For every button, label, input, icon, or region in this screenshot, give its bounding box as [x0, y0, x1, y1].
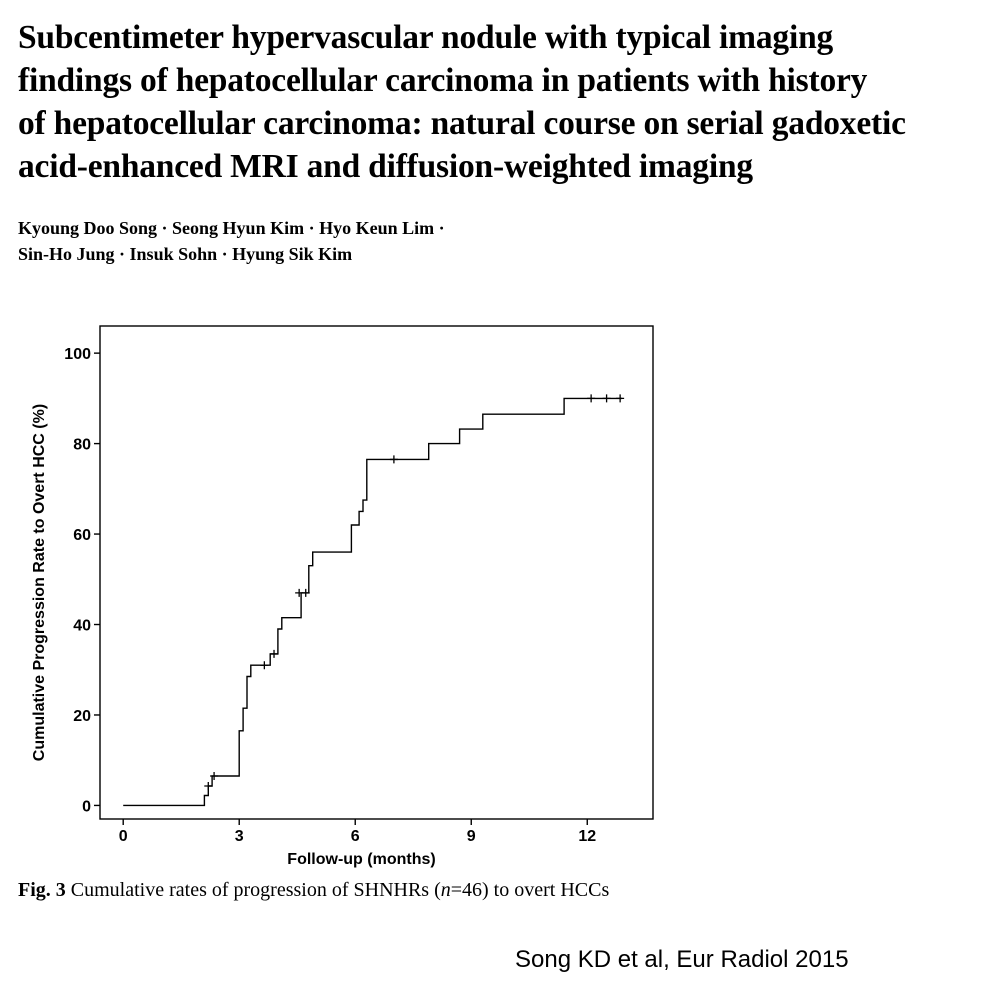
x-tick-label: 12: [578, 828, 596, 845]
x-tick-label: 3: [235, 828, 244, 845]
figure-caption-text: Cumulative rates of progression of SHNHR…: [70, 879, 441, 901]
title-line: acid-enhanced MRI and diffusion-weighted…: [18, 148, 753, 185]
x-tick-label: 0: [119, 828, 128, 845]
y-tick-label: 80: [73, 437, 91, 454]
y-tick-label: 40: [73, 618, 91, 635]
author-line: Kyoung Doo Song · Seong Hyun Kim · Hyo K…: [18, 218, 445, 238]
censor-mark: [260, 661, 269, 670]
y-axis-label: Cumulative Progression Rate to Overt HCC…: [31, 404, 48, 761]
y-tick-label: 20: [73, 708, 91, 725]
title-line: of hepatocellular carcinoma: natural cou…: [18, 105, 906, 142]
censor-mark: [587, 394, 596, 403]
paper-title: Subcentimeter hypervascular nodule with …: [18, 16, 983, 188]
y-tick-label: 0: [82, 798, 91, 815]
figure-caption-n: n: [440, 879, 451, 901]
censor-mark: [204, 781, 213, 790]
x-axis-label: Follow-up (months): [287, 851, 435, 868]
censor-mark: [210, 772, 219, 781]
figure-caption: Fig. 3 Cumulative rates of progression o…: [18, 878, 658, 902]
km-curve: [123, 397, 623, 807]
censor-mark: [270, 649, 279, 658]
title-line: findings of hepatocellular carcinoma in …: [18, 62, 868, 99]
x-tick-label: 6: [351, 828, 360, 845]
censor-mark: [616, 394, 625, 403]
censor-mark: [301, 588, 310, 597]
y-tick-label: 100: [64, 346, 91, 363]
author-list: Kyoung Doo Song · Seong Hyun Kim · Hyo K…: [18, 215, 445, 267]
censor-mark: [389, 455, 398, 464]
figure-caption-text-end: =46) to overt HCCs: [450, 879, 610, 901]
censor-mark: [602, 394, 611, 403]
figure-caption-label: Fig. 3: [18, 879, 66, 901]
author-line: Sin-Ho Jung · Insuk Sohn · Hyung Sik Kim: [18, 244, 353, 264]
x-tick-label: 9: [467, 828, 476, 845]
y-tick-label: 60: [73, 527, 91, 544]
title-line: Subcentimeter hypervascular nodule with …: [18, 19, 834, 56]
citation: Song KD et al, Eur Radiol 2015: [515, 946, 849, 973]
plot-frame: [99, 325, 654, 820]
